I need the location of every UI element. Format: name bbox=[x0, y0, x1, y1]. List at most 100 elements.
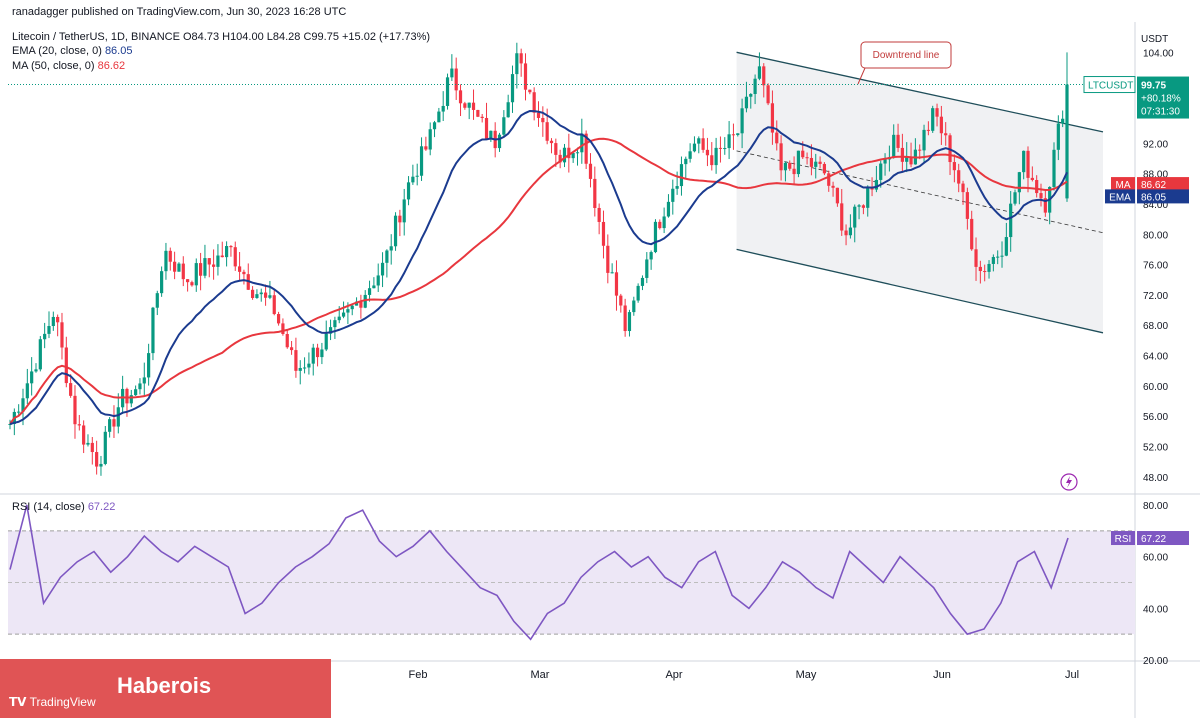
ema-legend-label: EMA (20, close, 0) bbox=[12, 45, 102, 57]
candle-body bbox=[1017, 172, 1021, 193]
candle-body bbox=[727, 134, 731, 149]
candle-body bbox=[536, 112, 541, 118]
candle-body bbox=[95, 452, 99, 467]
candle-body bbox=[263, 292, 268, 298]
candle-body bbox=[489, 130, 493, 139]
candle-body bbox=[965, 192, 969, 219]
candle-body bbox=[879, 163, 883, 180]
candle-body bbox=[419, 146, 424, 176]
candle-body bbox=[1004, 237, 1008, 256]
candle-body bbox=[723, 148, 727, 150]
candle-body bbox=[935, 108, 939, 117]
rsi-tick-1: 60.00 bbox=[1143, 553, 1168, 564]
candle-body bbox=[445, 77, 450, 106]
candle-body bbox=[1056, 123, 1060, 150]
candle-body bbox=[931, 108, 935, 131]
candle-body bbox=[333, 320, 337, 328]
candle-body bbox=[783, 162, 788, 171]
candle-body bbox=[346, 309, 350, 313]
candle-body bbox=[86, 442, 90, 445]
candle-body bbox=[220, 255, 224, 258]
candle-body bbox=[476, 109, 480, 117]
candle-body bbox=[792, 168, 796, 175]
candle-body bbox=[939, 116, 943, 134]
candle-body bbox=[341, 312, 346, 317]
candle-body bbox=[805, 157, 809, 159]
candle-body bbox=[250, 289, 255, 298]
candle-body bbox=[1043, 198, 1047, 213]
candle-body bbox=[311, 347, 315, 364]
candle-body bbox=[186, 279, 190, 283]
rsi-tick-2: 40.00 bbox=[1143, 604, 1168, 615]
candle-body bbox=[454, 68, 458, 91]
candle-body bbox=[1052, 149, 1056, 187]
candle-body bbox=[155, 293, 159, 308]
candle-body bbox=[328, 327, 333, 334]
candle-body bbox=[320, 349, 324, 358]
price-tick-7: 68.00 bbox=[1143, 321, 1168, 332]
candle-body bbox=[762, 66, 766, 86]
candle-body bbox=[1039, 193, 1043, 199]
annotation-text: Downtrend line bbox=[873, 50, 940, 61]
candle-body bbox=[207, 258, 211, 265]
candle-body bbox=[372, 285, 376, 289]
candle-body bbox=[961, 183, 965, 193]
price-tick-5: 76.00 bbox=[1143, 261, 1168, 272]
candle-body bbox=[883, 159, 887, 164]
candle-body bbox=[970, 218, 974, 250]
rsi-legend-label: RSI (14, close) bbox=[12, 501, 85, 513]
candle-body bbox=[588, 163, 593, 179]
candle-body bbox=[385, 250, 389, 263]
candle-body bbox=[25, 383, 29, 399]
time-label-6: May bbox=[796, 669, 817, 681]
candle-body bbox=[614, 272, 619, 296]
candle-body bbox=[190, 282, 194, 286]
tradingview-logo-mark: 𝗧𝗩 bbox=[9, 695, 27, 709]
candle-body bbox=[584, 133, 588, 164]
candle-body bbox=[866, 186, 870, 208]
candle-body bbox=[450, 68, 454, 78]
descending-channel: Downtrend line bbox=[736, 41, 1104, 334]
candle-body bbox=[515, 53, 519, 75]
candle-body bbox=[463, 103, 467, 108]
candle-body bbox=[229, 246, 233, 248]
candle-body bbox=[21, 398, 25, 412]
candle-body bbox=[610, 272, 614, 274]
channel-fill bbox=[736, 52, 1103, 333]
candle-body bbox=[753, 78, 757, 95]
candle-body bbox=[688, 151, 692, 159]
candle-body bbox=[801, 150, 805, 158]
candle-body bbox=[1065, 84, 1069, 199]
candle-body bbox=[692, 143, 697, 152]
candle-body bbox=[818, 161, 822, 164]
price-tick-8: 64.00 bbox=[1143, 352, 1168, 363]
candle-body bbox=[1000, 255, 1004, 257]
candle-body bbox=[129, 395, 133, 404]
candle-body bbox=[359, 301, 363, 308]
candle-body bbox=[1022, 150, 1026, 173]
candle-body bbox=[90, 442, 94, 453]
candle-body bbox=[1026, 150, 1030, 178]
candle-body bbox=[640, 277, 645, 286]
candle-body bbox=[242, 271, 246, 275]
ema-tag-text: EMA bbox=[1109, 192, 1131, 203]
candle-body bbox=[268, 295, 272, 298]
time-label-8: Jul bbox=[1065, 669, 1079, 681]
rsi-line bbox=[9, 504, 1069, 641]
ema-value-bg bbox=[1137, 189, 1189, 204]
candle-body bbox=[896, 134, 900, 148]
candle-body bbox=[675, 186, 679, 189]
candle-body bbox=[554, 143, 558, 155]
candle-body bbox=[705, 149, 710, 156]
candle-body bbox=[160, 271, 164, 294]
candle-body bbox=[580, 133, 584, 153]
candle-body bbox=[51, 316, 55, 327]
candle-body bbox=[173, 261, 177, 272]
candles bbox=[8, 42, 1069, 476]
candle-body bbox=[874, 179, 878, 190]
price-tick-4: 80.00 bbox=[1143, 230, 1168, 241]
candle-body bbox=[138, 383, 142, 390]
candle-body bbox=[666, 201, 671, 217]
candle-body bbox=[987, 263, 991, 272]
candle-body bbox=[532, 92, 536, 113]
